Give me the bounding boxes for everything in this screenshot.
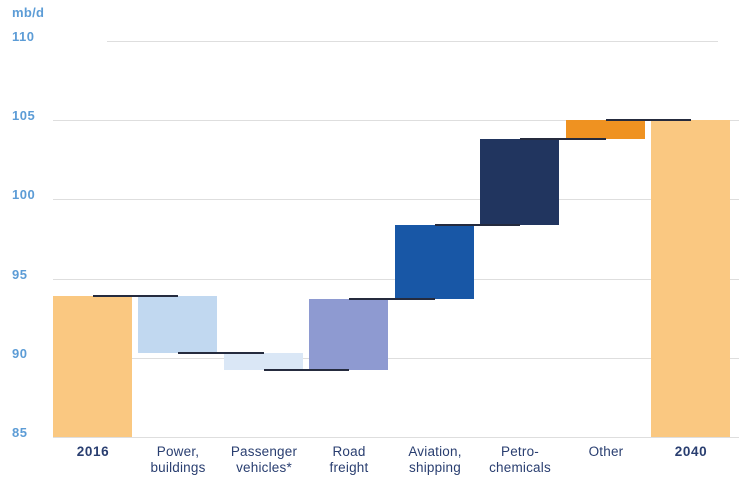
- x-label-line: buildings: [150, 460, 206, 475]
- connector-road-freight-to-aviation-shipping: [349, 298, 435, 300]
- x-label-line: Power,: [156, 444, 200, 459]
- connector-aviation-shipping-to-petro-chemicals: [435, 224, 520, 226]
- x-label-line: chemicals: [489, 460, 551, 475]
- bar-power-buildings: [138, 296, 217, 353]
- x-label-line: Petro-: [501, 444, 539, 459]
- x-label-line: vehicles*: [236, 460, 292, 475]
- x-label-other: Other: [546, 444, 666, 460]
- x-label-power-buildings: Power, buildings: [118, 444, 238, 476]
- connector-power-buildings-to-passenger-vehicles: [178, 352, 264, 354]
- x-label-line: Aviation,: [408, 444, 462, 459]
- x-label-line: Road: [332, 444, 366, 459]
- x-label-passenger-vehicles: Passenger vehicles*: [204, 444, 324, 476]
- y-axis-unit-label: mb/d: [12, 5, 45, 20]
- x-label-line: shipping: [409, 460, 461, 475]
- x-label-line: Passenger: [230, 444, 298, 459]
- x-label-line: freight: [329, 460, 369, 475]
- x-label-line: 2016: [76, 444, 110, 459]
- bar-2040: [651, 120, 730, 437]
- bar-road-freight: [309, 299, 388, 370]
- y-tick-105: 105: [12, 108, 36, 123]
- connector-2016-to-power-buildings: [93, 295, 178, 297]
- x-label-petro-chemicals: Petro-chemicals: [460, 444, 580, 476]
- x-label-road-freight: Road freight: [289, 444, 409, 476]
- y-tick-95: 95: [12, 267, 28, 282]
- x-label-2016: 2016: [33, 444, 153, 460]
- bar-passenger-vehicles: [224, 353, 303, 370]
- x-label-line: 2040: [674, 444, 708, 459]
- gridline-85: [53, 437, 739, 438]
- x-label-line: Other: [588, 444, 624, 459]
- connector-other-to-2040: [606, 119, 691, 121]
- connector-passenger-vehicles-to-road-freight: [264, 369, 349, 371]
- gridline-100: [53, 199, 739, 200]
- y-tick-100: 100: [12, 187, 36, 202]
- gridline-110: [107, 41, 718, 42]
- x-label-2040: 2040: [631, 444, 741, 460]
- x-label-aviation-shipping: Aviation, shipping: [375, 444, 495, 476]
- connector-petro-chemicals-to-other: [520, 138, 606, 140]
- bar-petro-chemicals: [480, 139, 559, 225]
- gridline-90: [53, 358, 739, 359]
- bar-aviation-shipping: [395, 225, 474, 299]
- y-tick-90: 90: [12, 346, 28, 361]
- gridline-105: [53, 120, 739, 121]
- bar-other: [566, 120, 645, 139]
- y-tick-110: 110: [12, 29, 35, 44]
- y-tick-85: 85: [12, 425, 28, 440]
- bar-2016: [53, 296, 132, 437]
